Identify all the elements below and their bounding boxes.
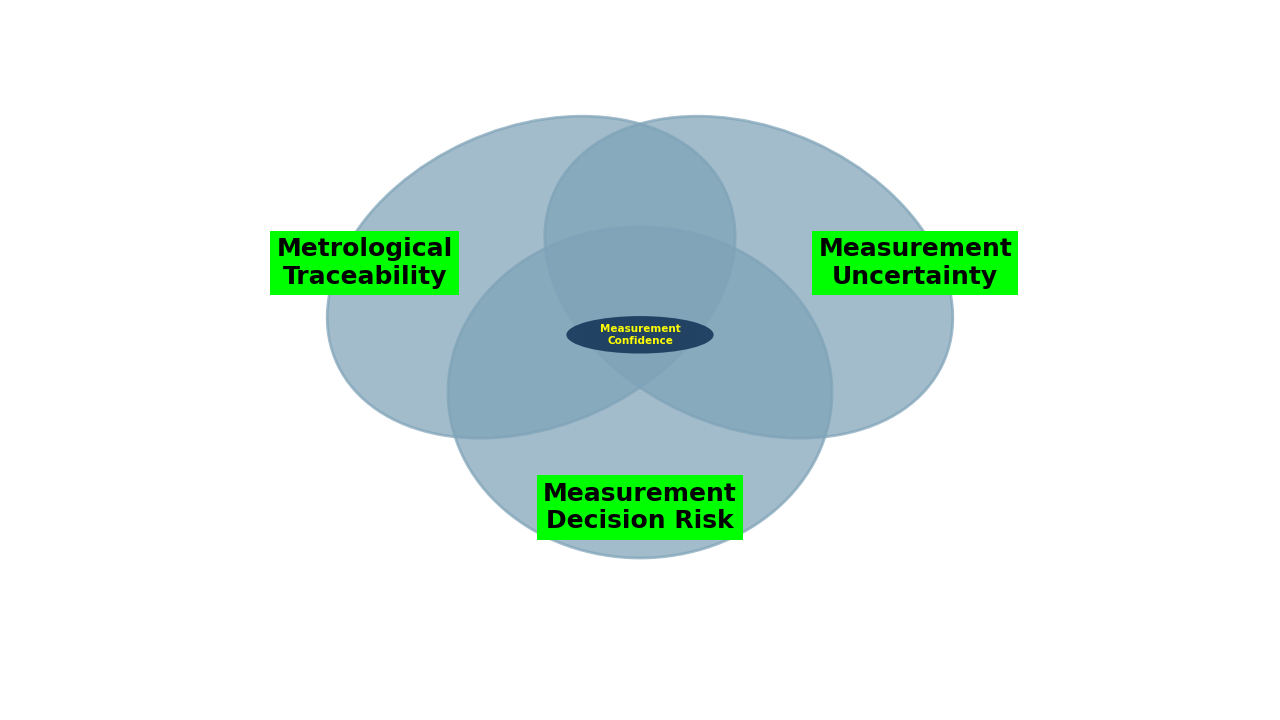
Text: Measurement
Confidence: Measurement Confidence <box>599 323 681 346</box>
Ellipse shape <box>566 316 714 354</box>
Text: Measurement
Decision Risk: Measurement Decision Risk <box>543 482 737 534</box>
Ellipse shape <box>545 116 952 438</box>
Ellipse shape <box>328 116 735 438</box>
Ellipse shape <box>448 227 832 558</box>
Text: Measurement
Uncertainty: Measurement Uncertainty <box>818 237 1012 289</box>
Text: Metrological
Traceability: Metrological Traceability <box>276 237 453 289</box>
